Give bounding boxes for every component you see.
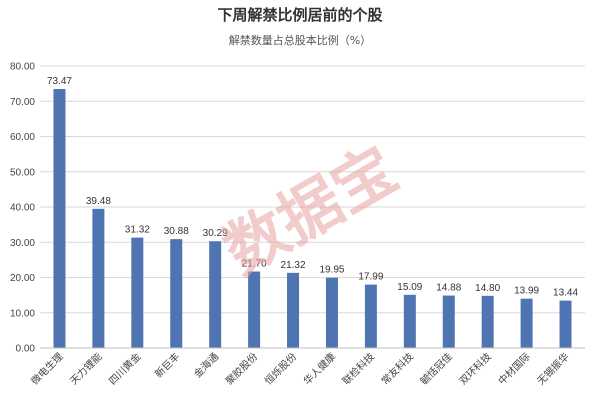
bar bbox=[287, 272, 300, 348]
data-label: 13.44 bbox=[553, 288, 578, 299]
x-tick-label: 金海通 bbox=[191, 350, 221, 380]
y-tick-label: 40.00 bbox=[10, 203, 35, 214]
bar bbox=[170, 239, 183, 348]
data-label: 19.95 bbox=[319, 265, 344, 276]
x-tick-label: 微电生理 bbox=[28, 350, 65, 387]
x-tick-label: 常友科技 bbox=[378, 350, 415, 387]
gridlines bbox=[40, 65, 585, 314]
x-tick-label: 聚胶股份 bbox=[223, 350, 260, 387]
chart-subtitle: 解禁数量占总股本比例（%） bbox=[229, 33, 371, 47]
x-tick-label: 无锡振华 bbox=[534, 350, 571, 387]
bars bbox=[53, 89, 572, 348]
data-label: 30.88 bbox=[164, 226, 189, 237]
bar bbox=[520, 298, 533, 348]
data-label: 21.70 bbox=[242, 259, 267, 270]
data-label: 31.32 bbox=[125, 225, 150, 236]
x-tick-label: 毓恬冠佳 bbox=[417, 350, 454, 387]
x-tick-label: 联检科技 bbox=[340, 350, 377, 387]
y-tick-label: 0.00 bbox=[16, 344, 36, 355]
data-label: 15.09 bbox=[397, 282, 422, 293]
bar bbox=[403, 294, 416, 348]
data-label: 13.99 bbox=[514, 286, 539, 297]
bar bbox=[53, 89, 66, 348]
y-tick-label: 20.00 bbox=[10, 273, 35, 284]
x-tick-label: 双环科技 bbox=[456, 350, 493, 387]
data-label: 30.29 bbox=[203, 228, 228, 239]
x-axis-ticks: 微电生理 天力锂能 四川黄金 新巨丰 金海通 聚胶股份 恒烁股份 华人健康 联检科技 常友科技 毓恬… bbox=[28, 350, 572, 387]
data-label: 14.88 bbox=[436, 283, 461, 294]
bar bbox=[209, 241, 222, 348]
y-tick-label: 70.00 bbox=[10, 97, 35, 108]
bar bbox=[92, 208, 105, 348]
bar bbox=[248, 271, 261, 348]
data-label: 73.47 bbox=[47, 76, 72, 87]
bar bbox=[559, 300, 572, 348]
x-tick-label: 天力锂能 bbox=[67, 350, 104, 387]
y-axis-ticks: 0.00 10.00 20.00 30.00 40.00 50.00 60.00 70.00 8… bbox=[10, 62, 35, 355]
data-label: 21.32 bbox=[281, 260, 306, 271]
bar bbox=[481, 295, 494, 348]
bar bbox=[364, 284, 377, 348]
data-label: 39.48 bbox=[86, 196, 111, 207]
y-tick-label: 50.00 bbox=[10, 167, 35, 178]
y-tick-label: 80.00 bbox=[10, 62, 35, 73]
bar bbox=[131, 237, 144, 348]
y-tick-label: 10.00 bbox=[10, 308, 35, 319]
x-tick-label: 华人健康 bbox=[301, 350, 338, 387]
x-tick-label: 中材国际 bbox=[495, 350, 532, 387]
x-tick-label: 新巨丰 bbox=[152, 350, 182, 380]
y-tick-label: 60.00 bbox=[10, 132, 35, 143]
bar bbox=[325, 277, 338, 348]
data-labels: 73.47 39.48 31.32 30.88 30.29 21.70 21.32 19.95… bbox=[47, 76, 579, 299]
y-tick-label: 30.00 bbox=[10, 238, 35, 249]
data-label: 14.80 bbox=[475, 283, 500, 294]
data-label: 17.99 bbox=[358, 272, 383, 283]
watermark: 数据宝 bbox=[211, 132, 409, 288]
chart-title: 下周解禁比例居前的个股 bbox=[217, 6, 383, 24]
bar bbox=[442, 295, 455, 348]
x-tick-label: 恒烁股份 bbox=[262, 350, 299, 387]
x-tick-label: 四川黄金 bbox=[106, 350, 143, 387]
